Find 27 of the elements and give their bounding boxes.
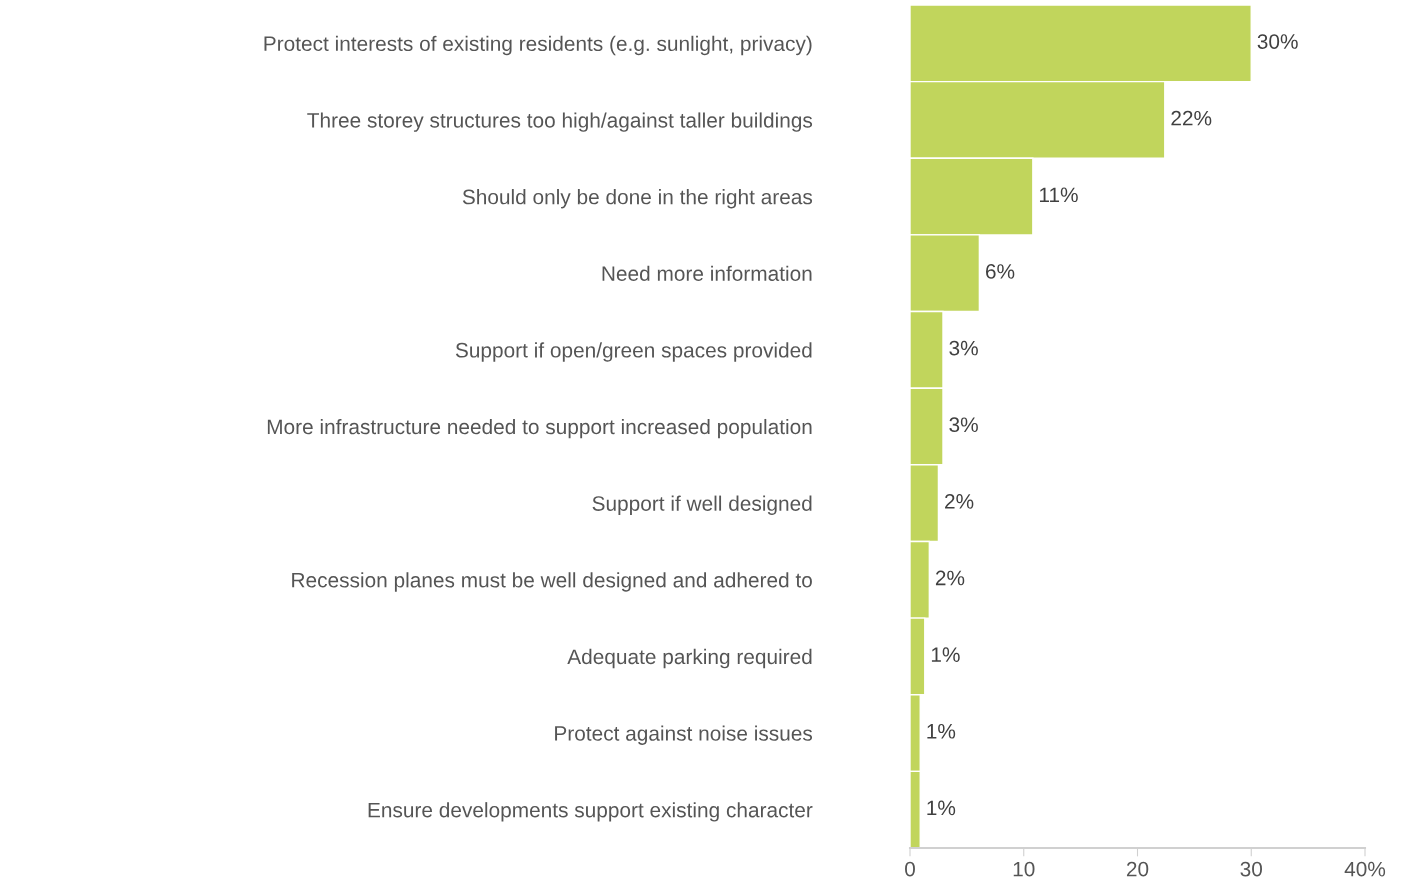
data-label: 2% — [935, 570, 965, 586]
x-tick-label: 0 — [905, 861, 915, 877]
y-tick-label: Protect interests of existing residents (e.g. sunlight, privacy) — [264, 35, 812, 56]
data-label: 1% — [927, 800, 956, 816]
x-tick-label: 10 — [1013, 861, 1035, 877]
data-label: 3% — [949, 417, 978, 433]
data-label: 6% — [986, 264, 1015, 279]
data-label: 1% — [927, 723, 956, 739]
y-tick-label: Support if well designed — [592, 495, 812, 516]
y-tick-label: Protect against noise issues — [555, 725, 813, 745]
y-tick-label: Three storey structures too high/against taller buildings — [307, 112, 813, 132]
data-label: 11% — [1039, 187, 1078, 203]
data-label: 30% — [1257, 34, 1298, 49]
data-label: 3% — [949, 340, 978, 356]
y-tick-label: More infrastructure needed to support increased population — [267, 418, 812, 439]
x-tick-label: 30 — [1240, 861, 1263, 877]
y-tick-label: Adequate parking required — [567, 648, 812, 669]
x-tick-label: 40% — [1344, 861, 1386, 877]
data-label: 2% — [945, 493, 974, 509]
y-tick-label: Need more information — [602, 265, 812, 281]
x-tick-label: 20 — [1126, 861, 1149, 877]
data-label: 1% — [931, 647, 960, 662]
y-tick-label: Recession planes must be well designed and adhered to — [292, 572, 812, 592]
data-label: 22% — [1171, 110, 1212, 126]
y-tick-label: Support if open/green spaces provided — [455, 342, 812, 362]
y-tick-label: Should only be done in the right areas — [462, 189, 813, 209]
y-tick-label: Ensure developments support existing character — [368, 802, 813, 822]
